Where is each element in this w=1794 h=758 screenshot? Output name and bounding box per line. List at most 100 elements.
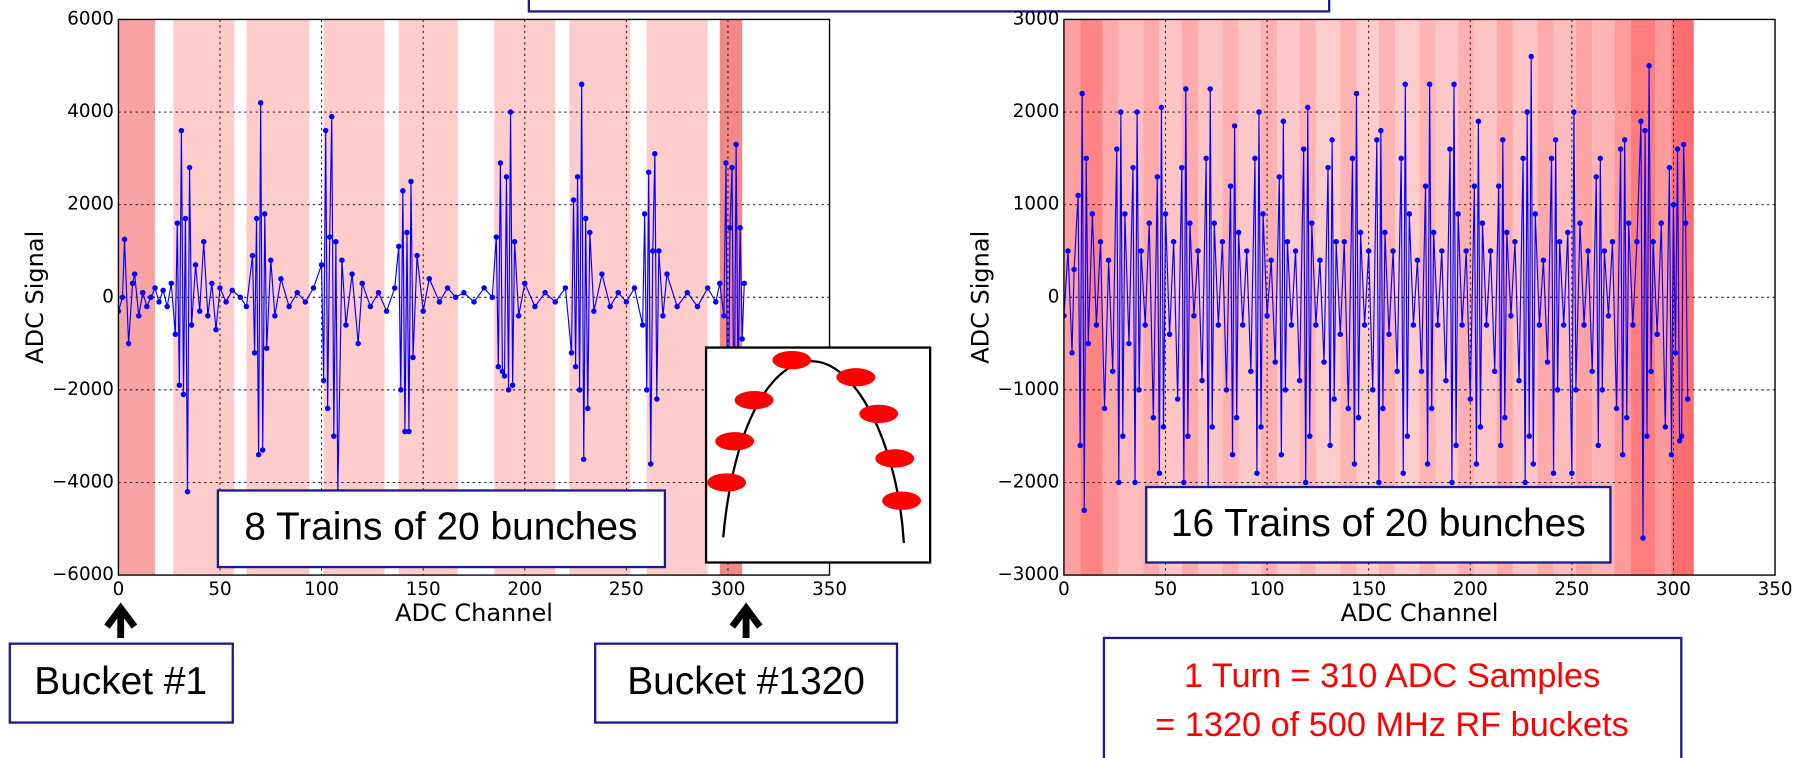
annotation: 8 Trains of 20 bunches [244,506,637,549]
point [1498,442,1504,449]
point [1595,442,1602,449]
point [237,294,244,300]
point [1122,211,1128,217]
point [1244,248,1250,254]
point [704,285,711,291]
point [1304,104,1311,111]
y-tick-label: −2000 [998,471,1060,492]
point [1280,118,1287,125]
point [1083,155,1090,162]
point [1382,229,1388,236]
x-tick-label: 150 [406,579,441,600]
point [1256,109,1262,115]
point [1682,220,1689,226]
point [213,326,219,333]
point [1248,368,1254,375]
point [229,287,235,294]
point [615,289,621,296]
point [674,303,680,310]
point [1477,424,1484,430]
point [461,289,467,296]
point [452,294,459,300]
point [1282,387,1289,393]
point [511,238,518,245]
point [1422,183,1429,189]
point [607,303,613,310]
point [1658,220,1665,226]
x-tick-label: 300 [1656,579,1691,600]
point [652,150,658,157]
point [1605,313,1612,319]
point [331,433,337,439]
y-tick-label: 0 [102,286,114,307]
point [263,345,270,351]
note-box [1102,636,1683,758]
point [580,456,587,463]
point [1079,90,1085,97]
point [1435,322,1441,328]
x-tick-label: 100 [1250,579,1285,600]
annotation-box [594,642,899,724]
point [1475,118,1482,125]
plot-frame [117,18,831,576]
point [1613,405,1620,412]
point [1676,438,1683,444]
point [1473,461,1480,467]
point [1640,535,1646,541]
point [1626,220,1632,226]
point [310,285,317,291]
series [1063,53,1691,541]
plot-frame [1063,18,1776,576]
point [186,164,193,171]
point [1550,470,1557,476]
point [1571,109,1577,115]
point [1288,322,1295,328]
point [1447,146,1453,152]
point [196,308,203,314]
point [1451,81,1457,88]
point [1530,461,1537,467]
annotation: Bucket #1 [34,660,207,703]
point [1634,238,1640,245]
point [253,215,260,222]
point [1260,211,1266,217]
point [1134,109,1140,115]
point [396,243,402,250]
point [1085,340,1092,347]
point [1170,238,1177,245]
x-tick-label: 250 [609,579,644,600]
point [585,405,591,412]
x-tick-label: 350 [1758,579,1793,600]
point [1329,137,1335,143]
point [243,303,250,310]
point [1650,238,1656,245]
point [180,391,187,398]
point [1292,248,1299,254]
point [493,234,500,240]
point [1609,238,1616,245]
point [1684,396,1691,402]
point [737,225,743,231]
point [383,308,390,314]
point [1516,377,1522,384]
point [1504,229,1510,236]
point [318,262,325,268]
point [1349,155,1356,162]
train-band [1063,19,1081,576]
point [192,262,199,268]
x-tick-label: 150 [1351,579,1386,600]
y-tick-label: 1000 [1013,194,1060,215]
point [1181,479,1187,486]
y-tick-label: 3000 [1013,8,1060,29]
y-tick-label: −2000 [52,379,114,400]
point [1414,257,1421,263]
point [1126,340,1132,347]
point [426,275,433,282]
x-tick-label: 100 [304,579,339,600]
point [326,234,333,240]
point [255,451,262,458]
point [1105,257,1112,263]
point [576,387,583,393]
point [1554,387,1561,393]
